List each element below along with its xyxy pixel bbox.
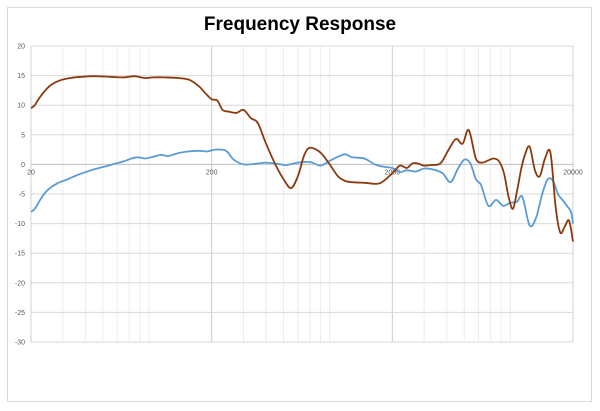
y-tick-label: 5 — [21, 132, 25, 139]
x-tick-label: 200 — [206, 169, 218, 176]
y-tick-labels: 20 15 10 5 0 -5 -10 -15 -20 -25 -30 — [15, 44, 25, 347]
x-tick-label: 20 — [27, 169, 35, 176]
series-lines — [30, 75, 574, 242]
series-line-2 — [30, 75, 574, 242]
y-tick-label: 10 — [17, 103, 25, 110]
y-tick-label: 0 — [21, 162, 25, 169]
y-tick-label: -15 — [15, 251, 25, 258]
y-tick-label: -25 — [15, 310, 25, 317]
x-tick-label: 20000 — [563, 169, 583, 176]
y-tick-label: 20 — [17, 44, 25, 51]
y-tick-label: -10 — [15, 221, 25, 228]
chart-title: Frequency Response — [203, 14, 397, 35]
y-tick-label: 15 — [17, 73, 25, 80]
grid — [30, 45, 574, 343]
x-tick-labels: 20 200 2000 20000 — [27, 169, 583, 176]
y-tick-label: -30 — [15, 340, 25, 347]
chart-area — [7, 7, 592, 402]
y-tick-label: -5 — [19, 192, 25, 199]
y-tick-label: -20 — [15, 280, 25, 287]
